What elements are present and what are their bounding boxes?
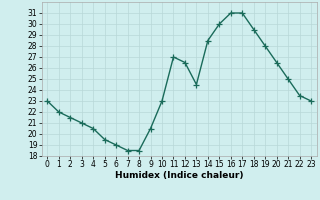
X-axis label: Humidex (Indice chaleur): Humidex (Indice chaleur)	[115, 171, 244, 180]
